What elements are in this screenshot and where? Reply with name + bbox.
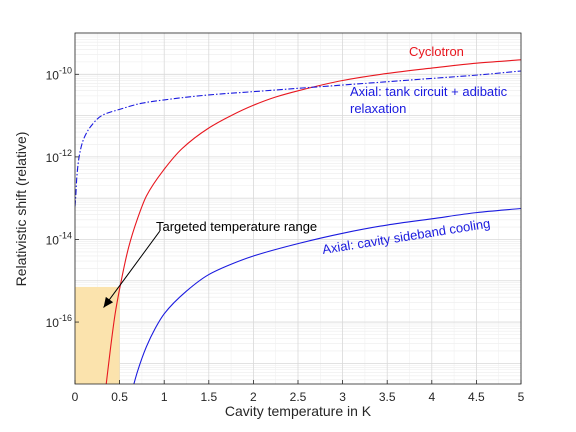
x-tick-label: 3.5 [379,390,396,404]
y-tick-label: 10-14 [46,230,72,247]
x-tick-group: 0 0.5 1 1.5 2 2.5 3 3.5 4 4.5 5 [72,380,525,404]
y-tick-label: 10-10 [46,65,72,82]
cyclotron-line [105,59,521,384]
annotation-arrow-line [103,230,161,308]
x-axis-label: Cavity temperature in K [225,403,372,419]
series-label-axial-tank-line1: Axial: tank circuit + adibatic [350,84,508,99]
y-axis-label: Relativistic shift (relative) [13,132,29,287]
series-group [75,59,521,384]
axial-tank-circuit-line [75,70,521,207]
y-tick-label: 10-16 [46,313,72,330]
x-tick-label: 0.5 [111,390,128,404]
x-tick-label: 2 [250,390,257,404]
annotation-group: Targeted temperature range [103,219,317,308]
x-tick-label: 1.5 [200,390,217,404]
series-label-cyclotron: Cyclotron [409,44,464,59]
series-label-axial-tank-line2: relaxation [350,101,406,116]
annotation-arrowhead [103,296,114,308]
y-tick-group: 10-16 10-14 10-12 10-10 [46,65,79,330]
shaded-region-group [75,286,120,384]
annotation-label: Targeted temperature range [156,219,317,234]
x-tick-label: 5 [518,390,525,404]
x-tick-label: 1 [161,390,168,404]
targeted-temperature-region [75,286,120,384]
axial-cavity-sideband-line [133,207,521,384]
x-tick-label: 3 [339,390,346,404]
x-tick-label: 2.5 [290,390,307,404]
y-tick-label: 10-12 [46,148,72,165]
x-tick-label: 4 [428,390,435,404]
x-tick-label: 0 [72,390,79,404]
x-tick-label: 4.5 [468,390,485,404]
